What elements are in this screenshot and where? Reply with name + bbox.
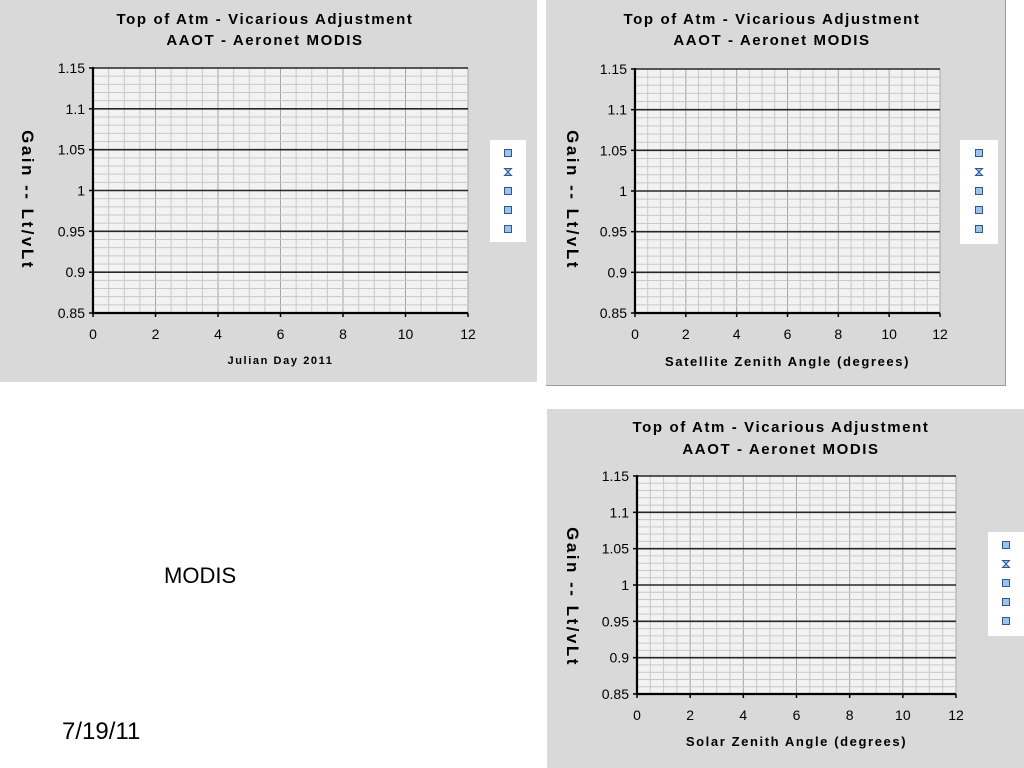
chart-panel-julian-day: 0.85 0.9 0.95 1 1.05 1.1 1.15 0 2 4 6 8 10 12 Top of A… bbox=[0, 0, 537, 382]
legend-marker-hourglass bbox=[974, 168, 984, 176]
chart-subtitle: AAOT - Aeronet MODIS bbox=[166, 32, 363, 49]
legend-marker-square bbox=[504, 149, 512, 157]
chart-panel-solar-zenith: 0.85 0.9 0.95 1 1.05 1.1 1.15 0 2 4 6 8 10 12 Top of A… bbox=[547, 409, 1024, 768]
y-tick-label: 1.15 bbox=[600, 61, 627, 77]
legend-marker-square bbox=[1002, 617, 1010, 625]
legend-marker-hourglass bbox=[503, 168, 513, 176]
slide-date: 7/19/11 bbox=[62, 718, 141, 745]
y-tick-label: 0.85 bbox=[602, 686, 629, 702]
x-tick-label: 4 bbox=[214, 326, 222, 342]
x-tick-label: 8 bbox=[339, 326, 347, 342]
legend-marker-square bbox=[975, 206, 983, 214]
y-tick-label: 0.95 bbox=[58, 223, 85, 239]
y-tick-label: 0.9 bbox=[610, 650, 630, 666]
y-tick-label: 0.95 bbox=[602, 613, 629, 629]
x-tick-label: 4 bbox=[733, 326, 741, 342]
y-tick-label: 0.95 bbox=[600, 224, 627, 240]
x-tick-label: 0 bbox=[633, 707, 641, 723]
chart-julian-day: 0.85 0.9 0.95 1 1.05 1.1 1.15 0 2 4 6 8 10 12 Top of A… bbox=[18, 11, 526, 367]
x-tick-label: 2 bbox=[682, 326, 690, 342]
grid bbox=[634, 68, 941, 314]
chart-panel-satellite-zenith: 0.85 0.9 0.95 1 1.05 1.1 1.15 0 2 4 6 8 10 12 Top of A… bbox=[546, 0, 1006, 386]
legend-marker-square bbox=[975, 225, 983, 233]
y-tick-label: 0.85 bbox=[58, 305, 85, 321]
chart-subtitle: AAOT - Aeronet MODIS bbox=[673, 32, 870, 49]
y-tick-label: 1.05 bbox=[58, 142, 85, 158]
x-tick-label: 12 bbox=[948, 707, 964, 723]
y-tick-label: 1 bbox=[619, 183, 627, 199]
x-tick-label: 10 bbox=[398, 326, 414, 342]
slide-label: MODIS bbox=[164, 563, 237, 588]
y-tick-label: 1.15 bbox=[58, 60, 85, 76]
x-tick-label: 2 bbox=[686, 707, 694, 723]
y-tick-label: 1.1 bbox=[66, 101, 86, 117]
chart-title: Top of Atm - Vicarious Adjustment bbox=[633, 419, 930, 436]
chart-satellite-zenith: 0.85 0.9 0.95 1 1.05 1.1 1.15 0 2 4 6 8 10 12 Top of A… bbox=[563, 11, 998, 369]
y-axis-label: Gain -- Lt/vLt bbox=[18, 130, 37, 270]
y-tick-label: 0.9 bbox=[608, 264, 628, 280]
x-tick-label: 10 bbox=[895, 707, 911, 723]
x-tick-label: 4 bbox=[739, 707, 747, 723]
y-tick-label: 1.1 bbox=[608, 102, 628, 118]
x-axis-label: Solar Zenith Angle (degrees) bbox=[686, 734, 907, 749]
x-tick-label: 10 bbox=[881, 326, 897, 342]
x-tick-label: 2 bbox=[152, 326, 160, 342]
x-tick-label: 6 bbox=[793, 707, 801, 723]
legend-marker-square bbox=[504, 206, 512, 214]
x-tick-label: 0 bbox=[89, 326, 97, 342]
x-axis-label: Julian Day 2011 bbox=[228, 355, 334, 367]
legend-marker-square bbox=[975, 187, 983, 195]
x-tick-label: 8 bbox=[846, 707, 854, 723]
legend-marker-square bbox=[1002, 579, 1010, 587]
chart-title: Top of Atm - Vicarious Adjustment bbox=[624, 11, 921, 28]
x-tick-label: 12 bbox=[932, 326, 948, 342]
y-tick-label: 1.15 bbox=[602, 468, 629, 484]
y-tick-label: 0.85 bbox=[600, 305, 627, 321]
chart-subtitle: AAOT - Aeronet MODIS bbox=[682, 441, 879, 458]
x-tick-label: 0 bbox=[631, 326, 639, 342]
legend-marker-hourglass bbox=[1001, 560, 1011, 568]
y-tick-label: 1.05 bbox=[600, 142, 627, 158]
x-tick-label: 12 bbox=[460, 326, 476, 342]
legend-marker-square bbox=[975, 149, 983, 157]
y-tick-label: 1 bbox=[621, 577, 629, 593]
grid bbox=[636, 475, 957, 695]
legend-marker-square bbox=[504, 225, 512, 233]
legend-marker-square bbox=[504, 187, 512, 195]
legend-marker-square bbox=[1002, 541, 1010, 549]
x-axis-label: Satellite Zenith Angle (degrees) bbox=[665, 354, 910, 369]
chart-title: Top of Atm - Vicarious Adjustment bbox=[117, 11, 414, 28]
y-tick-label: 1.05 bbox=[602, 541, 629, 557]
y-axis-label: Gain -- Lt/vLt bbox=[563, 130, 582, 270]
y-tick-label: 1 bbox=[77, 183, 85, 199]
x-tick-label: 8 bbox=[834, 326, 842, 342]
legend-marker-square bbox=[1002, 598, 1010, 606]
y-axis-label: Gain -- Lt/vLt bbox=[563, 527, 582, 667]
y-tick-label: 1.1 bbox=[610, 504, 630, 520]
chart-solar-zenith: 0.85 0.9 0.95 1 1.05 1.1 1.15 0 2 4 6 8 10 12 Top of A… bbox=[563, 419, 1024, 749]
y-tick-label: 0.9 bbox=[66, 264, 86, 280]
x-tick-label: 6 bbox=[784, 326, 792, 342]
x-tick-label: 6 bbox=[277, 326, 285, 342]
